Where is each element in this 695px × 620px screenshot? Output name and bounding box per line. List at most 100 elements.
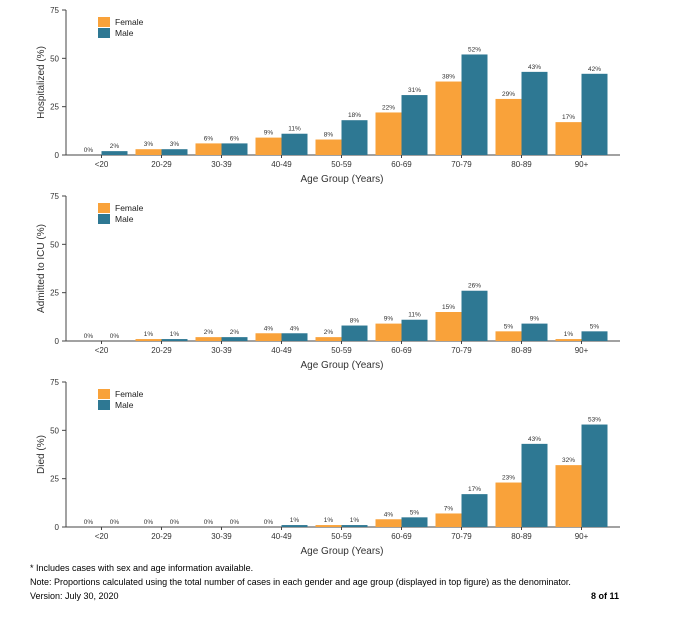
female-bar [135, 339, 162, 341]
legend-swatch-male [98, 28, 110, 38]
male-data-label: 9% [530, 316, 540, 323]
y-axis-title: Admitted to ICU (%) [36, 224, 47, 313]
female-bar [255, 137, 282, 155]
male-data-label: 42% [588, 66, 601, 73]
male-data-label: 18% [348, 112, 361, 119]
female-bar [315, 525, 342, 527]
female-data-label: 15% [442, 304, 455, 311]
male-data-label: 6% [230, 135, 240, 142]
legend-swatch-female [98, 17, 110, 27]
female-bar [495, 98, 522, 155]
x-tick-label: 50-59 [331, 160, 352, 169]
male-bar [581, 73, 608, 155]
male-data-label: 0% [230, 519, 240, 526]
female-bar [315, 337, 342, 341]
legend-swatch-male [98, 214, 110, 224]
male-bar [101, 151, 128, 155]
female-data-label: 2% [204, 329, 214, 336]
x-tick-label: 70-79 [451, 532, 472, 541]
x-tick-label: 80-89 [511, 346, 532, 355]
x-tick-label: 30-39 [211, 160, 232, 169]
y-tick-label: 75 [50, 192, 59, 201]
male-bar [281, 133, 308, 155]
legend-label-male: Male [115, 214, 134, 224]
female-data-label: 8% [324, 132, 334, 139]
male-bar [521, 71, 548, 155]
male-data-label: 1% [170, 331, 180, 338]
female-data-label: 32% [562, 457, 575, 464]
female-data-label: 38% [442, 74, 455, 81]
female-data-label: 0% [84, 147, 94, 154]
female-data-label: 29% [502, 91, 515, 98]
male-bar [341, 120, 368, 155]
female-data-label: 6% [204, 135, 214, 142]
male-data-label: 52% [468, 46, 481, 53]
legend-swatch-male [98, 400, 110, 410]
male-bar [161, 339, 188, 341]
y-tick-label: 50 [50, 240, 59, 249]
male-bar [581, 331, 608, 341]
page-number: 8 of 11 [590, 591, 619, 601]
x-tick-label: 20-29 [151, 160, 172, 169]
legend-label-female: Female [115, 17, 144, 27]
female-data-label: 1% [144, 331, 154, 338]
female-bar [555, 465, 582, 527]
x-tick-label: 60-69 [391, 346, 412, 355]
male-data-label: 4% [290, 325, 300, 332]
female-data-label: 1% [564, 331, 574, 338]
female-data-label: 0% [144, 519, 154, 526]
x-tick-label: 70-79 [451, 160, 472, 169]
x-tick-label: 40-49 [271, 532, 292, 541]
female-data-label: 23% [502, 475, 515, 482]
male-bar [221, 143, 248, 155]
female-data-label: 0% [204, 519, 214, 526]
female-bar [495, 482, 522, 527]
male-data-label: 53% [588, 417, 601, 424]
female-bar [435, 81, 462, 155]
male-data-label: 2% [110, 143, 120, 150]
female-data-label: 2% [324, 329, 334, 336]
version-label: Version: July 30, 2020 [30, 591, 119, 601]
y-tick-label: 50 [50, 426, 59, 435]
chart-panel-1: 0 25 50 75 Hospitalized (%) 0% 2% <20 3% 3% 20-29 6… [36, 6, 620, 185]
y-tick-label: 25 [50, 103, 59, 112]
female-data-label: 0% [264, 519, 274, 526]
male-bar [281, 525, 308, 527]
male-data-label: 1% [290, 517, 300, 524]
male-bar [281, 333, 308, 341]
female-data-label: 0% [84, 519, 94, 526]
chart-panel-2: 0 25 50 75 Admitted to ICU (%) 0% 0%<20 1% 1% 20-… [36, 192, 620, 371]
male-bar [401, 95, 428, 155]
male-data-label: 0% [110, 333, 120, 340]
female-bar [555, 122, 582, 155]
male-data-label: 0% [110, 519, 120, 526]
female-data-label: 9% [384, 316, 394, 323]
female-bar [375, 323, 402, 341]
legend-label-male: Male [115, 400, 134, 410]
female-data-label: 1% [324, 517, 334, 524]
female-bar [495, 331, 522, 341]
x-tick-label: 90+ [575, 532, 589, 541]
male-bar [461, 494, 488, 527]
female-bar [435, 513, 462, 527]
male-bar [461, 290, 488, 341]
x-tick-label: 90+ [575, 160, 589, 169]
x-tick-label: 80-89 [511, 532, 532, 541]
female-bar [195, 337, 222, 341]
male-bar [461, 54, 488, 155]
male-bar [581, 424, 608, 527]
x-tick-label: 90+ [575, 346, 589, 355]
female-data-label: 22% [382, 104, 395, 111]
y-tick-label: 0 [55, 151, 60, 160]
male-bar [521, 323, 548, 341]
female-bar [255, 333, 282, 341]
female-data-label: 4% [264, 325, 274, 332]
female-data-label: 17% [562, 114, 575, 121]
x-axis-title: Age Group (Years) [300, 174, 383, 185]
female-data-label: 4% [384, 511, 394, 518]
male-bar [401, 517, 428, 527]
male-data-label: 8% [350, 318, 360, 325]
x-tick-label: 50-59 [331, 532, 352, 541]
male-data-label: 5% [410, 509, 420, 516]
